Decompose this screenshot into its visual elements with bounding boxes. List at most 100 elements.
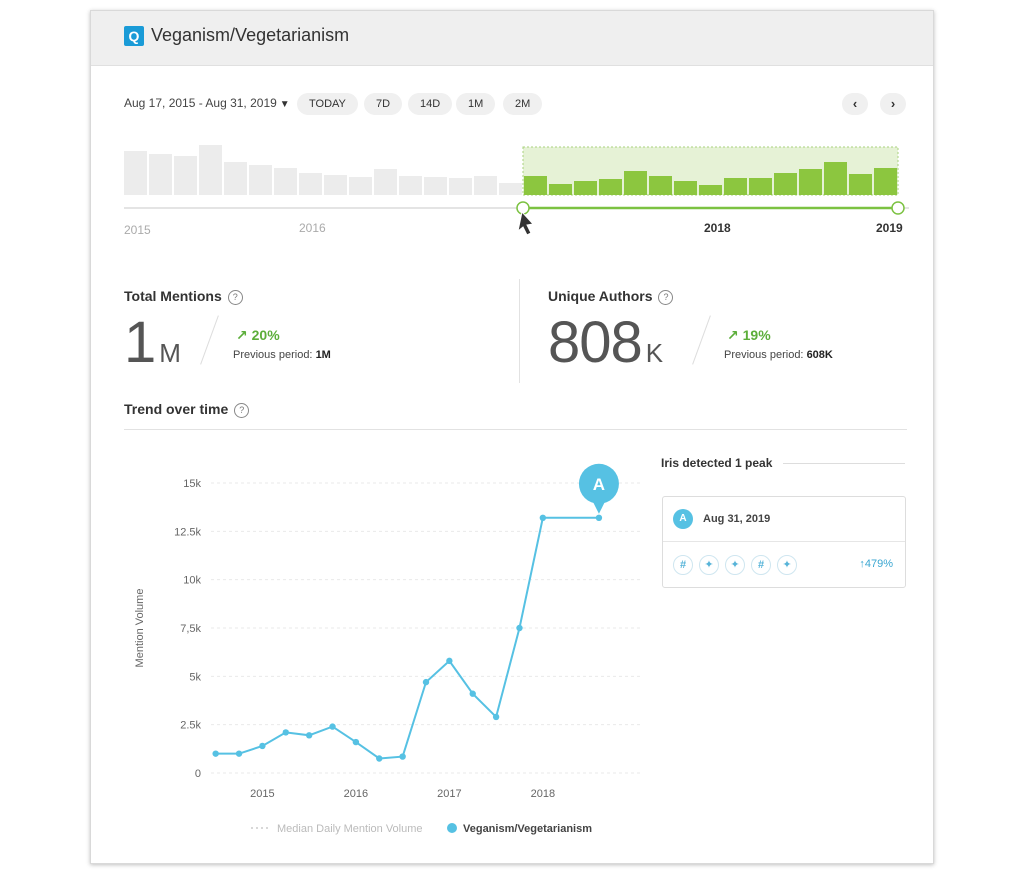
total-mentions-title: Total Mentions?	[124, 288, 243, 305]
unique-authors-value: 808 K	[548, 314, 663, 372]
data-point[interactable]	[422, 678, 430, 686]
previous-period-label: Previous period:	[724, 349, 804, 361]
data-point[interactable]	[446, 657, 453, 665]
date-range-picker[interactable]: Aug 17, 2015 - Aug 31, 2019 ▼	[124, 96, 290, 110]
twitter-icon[interactable]: ✦	[725, 555, 745, 575]
timeline-bar	[749, 178, 772, 195]
data-point[interactable]	[259, 742, 266, 750]
range-1m-button[interactable]: 1M	[456, 93, 496, 115]
next-period-button[interactable]: ›	[880, 93, 906, 115]
x-tick-label: 2015	[250, 788, 274, 800]
legend-series-swatch	[447, 823, 457, 833]
total-mentions-unit: M	[159, 338, 181, 368]
peak-badge: A	[673, 509, 693, 529]
data-point[interactable]	[539, 514, 547, 521]
data-point[interactable]	[469, 690, 476, 697]
timeline-bar	[349, 177, 372, 195]
timeline-bar	[199, 145, 222, 195]
unique-authors-previous: Previous period: 608K	[724, 349, 833, 361]
timeline-bar	[224, 162, 247, 195]
timeline-bar	[624, 171, 647, 195]
help-icon[interactable]: ?	[227, 290, 243, 305]
peak-marker-label: A	[593, 475, 605, 494]
timeline-bar	[174, 156, 197, 195]
data-point[interactable]	[492, 713, 500, 721]
twitter-icon[interactable]: ✦	[777, 555, 797, 575]
data-point[interactable]	[282, 729, 289, 736]
overview-card: Q Veganism/Vegetarianism Aug 17, 2015 - …	[90, 10, 934, 864]
peak-title-rule	[783, 463, 905, 464]
peak-card-divider	[663, 541, 905, 542]
previous-period-label: Previous period:	[233, 349, 313, 361]
peak-detection-title: Iris detected 1 peak	[661, 456, 773, 470]
trend-title-label: Trend over time	[124, 401, 229, 417]
data-point[interactable]	[235, 750, 243, 757]
help-icon[interactable]: ?	[658, 290, 674, 305]
legend-series-label[interactable]: Veganism/Vegetarianism	[463, 823, 592, 835]
y-axis-label: Mention Volume	[134, 589, 146, 668]
timeline-bar	[699, 185, 722, 195]
data-point[interactable]	[516, 624, 523, 632]
data-point[interactable]	[376, 755, 383, 762]
data-point[interactable]	[305, 732, 313, 739]
timeline-bar	[574, 181, 597, 195]
timeline-bar	[124, 151, 147, 195]
timeline-range-selector[interactable]: 2015 2016 2018 2019	[124, 139, 914, 251]
timeline-bar	[674, 181, 697, 195]
range-2m-button[interactable]: 2M	[503, 93, 543, 115]
timeline-bar	[874, 168, 897, 195]
help-icon[interactable]: ?	[234, 403, 250, 418]
timeline-bar	[849, 174, 872, 195]
section-divider	[124, 429, 907, 430]
data-point[interactable]	[399, 753, 406, 760]
data-point[interactable]	[352, 738, 360, 746]
timeline-bar	[374, 169, 397, 195]
page-title: Veganism/Vegetarianism	[151, 25, 350, 45]
total-mentions-change: ↗ 20%	[236, 327, 280, 343]
chevron-down-icon: ▼	[279, 99, 290, 110]
legend-median-label[interactable]: Median Daily Mention Volume	[277, 823, 423, 835]
range-start-handle[interactable]	[516, 201, 530, 215]
peak-marker[interactable]	[578, 463, 619, 504]
timeline-bar	[249, 165, 272, 195]
range-7d-button[interactable]: 7D	[364, 93, 403, 115]
timeline-bar	[274, 168, 297, 195]
x-tick-label: 2018	[531, 788, 555, 800]
y-tick-label: 0	[195, 768, 201, 780]
timeline-bar	[799, 169, 822, 195]
data-point[interactable]	[595, 514, 603, 521]
timeline-bar	[474, 176, 497, 195]
twitter-icon[interactable]: ✦	[699, 555, 719, 575]
timeline-bar	[649, 176, 672, 195]
range-today-button[interactable]: TODAY	[297, 93, 358, 115]
hashtag-icon[interactable]: #	[751, 555, 771, 575]
timeline-bar	[824, 162, 847, 195]
peak-card[interactable]: A Aug 31, 2019 # ✦ ✦ # ✦ ↑479%	[662, 496, 906, 588]
previous-period-value: 1M	[315, 349, 331, 361]
card-header: Q Veganism/Vegetarianism	[91, 11, 933, 66]
timeline-bar	[499, 183, 522, 195]
data-point[interactable]	[212, 750, 219, 757]
timeline-bar	[774, 173, 797, 195]
peak-date: Aug 31, 2019	[703, 513, 771, 525]
query-logo-icon: Q	[124, 26, 144, 46]
y-tick-label: 15k	[183, 478, 201, 490]
timeline-label-2015: 2015	[124, 223, 151, 237]
hashtag-icon[interactable]: #	[673, 555, 693, 575]
timeline-bar	[324, 175, 347, 195]
kpi-separator	[200, 315, 219, 365]
previous-period-button[interactable]: ‹	[842, 93, 868, 115]
range-14d-button[interactable]: 14D	[408, 93, 453, 115]
unique-authors-change: ↗ 19%	[727, 327, 771, 343]
x-tick-label: 2017	[437, 788, 461, 800]
data-point[interactable]	[329, 723, 336, 730]
timeline-bar	[524, 176, 547, 195]
y-tick-label: 10k	[183, 575, 201, 587]
timeline-label-2019: 2019	[876, 221, 903, 235]
timeline-bar	[449, 178, 472, 195]
series-line-veganism	[215, 516, 599, 760]
timeline-bar	[424, 177, 447, 195]
unique-authors-number: 808	[548, 310, 643, 375]
range-end-handle[interactable]	[891, 201, 905, 215]
